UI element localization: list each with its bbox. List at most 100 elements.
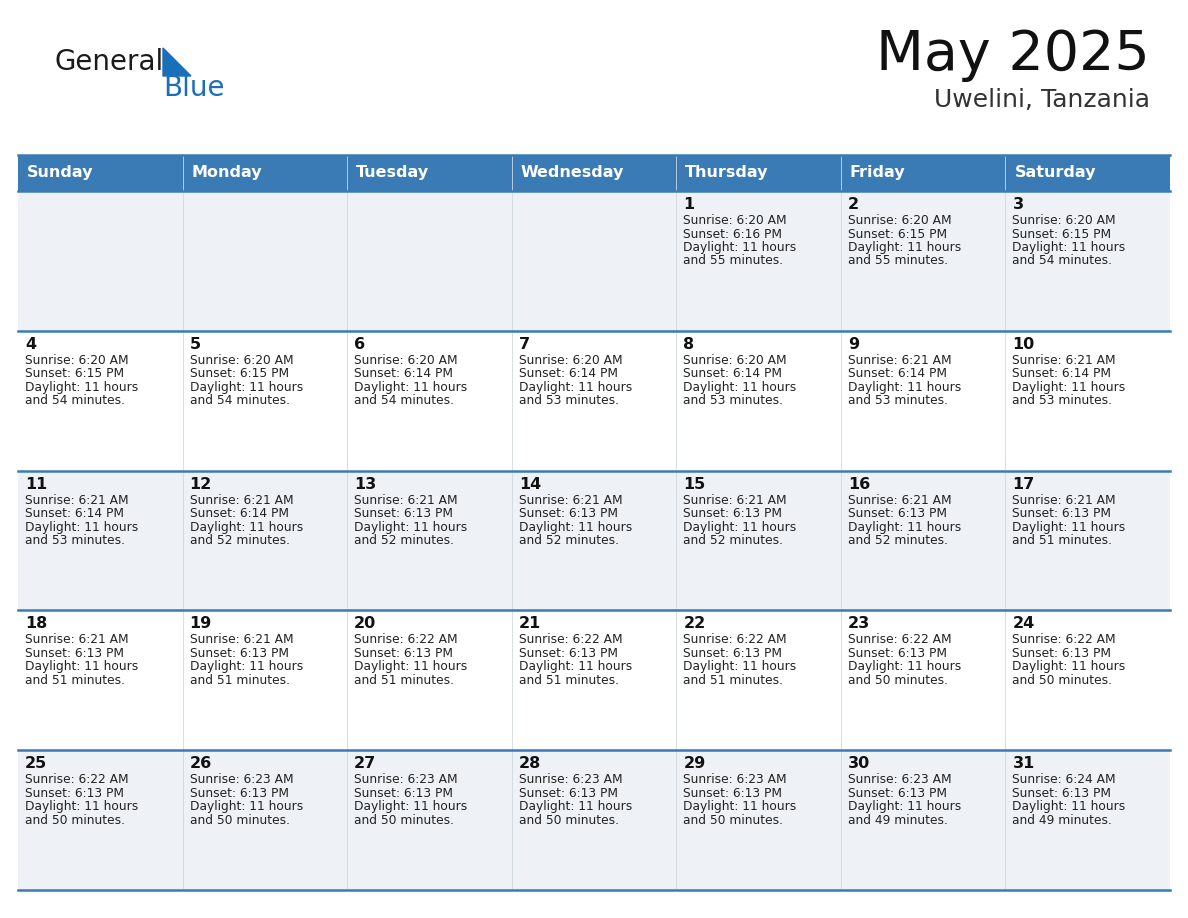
Text: 16: 16 [848, 476, 870, 492]
Text: Daylight: 11 hours: Daylight: 11 hours [1012, 381, 1126, 394]
Text: and 55 minutes.: and 55 minutes. [683, 254, 783, 267]
Text: Sunrise: 6:22 AM: Sunrise: 6:22 AM [519, 633, 623, 646]
Text: Daylight: 11 hours: Daylight: 11 hours [519, 521, 632, 533]
Text: 15: 15 [683, 476, 706, 492]
Text: Sunset: 6:13 PM: Sunset: 6:13 PM [354, 507, 453, 521]
Text: Sunset: 6:14 PM: Sunset: 6:14 PM [25, 507, 124, 521]
Text: Sunset: 6:13 PM: Sunset: 6:13 PM [25, 787, 124, 800]
Text: 9: 9 [848, 337, 859, 352]
Text: and 51 minutes.: and 51 minutes. [1012, 534, 1112, 547]
Text: Sunrise: 6:21 AM: Sunrise: 6:21 AM [354, 494, 457, 507]
Text: Sunrise: 6:22 AM: Sunrise: 6:22 AM [683, 633, 786, 646]
Text: Thursday: Thursday [685, 165, 769, 181]
Text: 13: 13 [354, 476, 377, 492]
Text: and 55 minutes.: and 55 minutes. [848, 254, 948, 267]
Text: Sunday: Sunday [27, 165, 94, 181]
Text: and 51 minutes.: and 51 minutes. [190, 674, 290, 687]
Polygon shape [163, 48, 191, 76]
Text: Sunrise: 6:21 AM: Sunrise: 6:21 AM [683, 494, 786, 507]
Text: 14: 14 [519, 476, 541, 492]
Text: 2: 2 [848, 197, 859, 212]
Text: Sunrise: 6:21 AM: Sunrise: 6:21 AM [1012, 494, 1116, 507]
Text: 20: 20 [354, 616, 377, 632]
Text: Sunset: 6:14 PM: Sunset: 6:14 PM [1012, 367, 1112, 380]
Text: and 51 minutes.: and 51 minutes. [25, 674, 125, 687]
Text: Sunset: 6:13 PM: Sunset: 6:13 PM [1012, 787, 1112, 800]
Text: and 54 minutes.: and 54 minutes. [1012, 254, 1112, 267]
Text: 25: 25 [25, 756, 48, 771]
Text: Sunset: 6:13 PM: Sunset: 6:13 PM [519, 787, 618, 800]
Text: Daylight: 11 hours: Daylight: 11 hours [848, 660, 961, 674]
Text: Daylight: 11 hours: Daylight: 11 hours [354, 521, 467, 533]
Text: Sunset: 6:13 PM: Sunset: 6:13 PM [354, 787, 453, 800]
Text: Daylight: 11 hours: Daylight: 11 hours [683, 521, 796, 533]
Text: 27: 27 [354, 756, 377, 771]
Text: and 52 minutes.: and 52 minutes. [848, 534, 948, 547]
Text: 10: 10 [1012, 337, 1035, 352]
Text: and 50 minutes.: and 50 minutes. [848, 674, 948, 687]
Text: Daylight: 11 hours: Daylight: 11 hours [25, 521, 138, 533]
Text: Blue: Blue [163, 74, 225, 102]
Text: Sunrise: 6:21 AM: Sunrise: 6:21 AM [848, 353, 952, 367]
Text: Daylight: 11 hours: Daylight: 11 hours [519, 800, 632, 813]
Text: Daylight: 11 hours: Daylight: 11 hours [25, 800, 138, 813]
Text: and 52 minutes.: and 52 minutes. [519, 534, 619, 547]
Text: Tuesday: Tuesday [356, 165, 429, 181]
Text: Sunrise: 6:20 AM: Sunrise: 6:20 AM [354, 353, 457, 367]
Text: and 53 minutes.: and 53 minutes. [519, 395, 619, 408]
Text: 11: 11 [25, 476, 48, 492]
Text: Sunset: 6:13 PM: Sunset: 6:13 PM [683, 787, 782, 800]
Text: Sunrise: 6:21 AM: Sunrise: 6:21 AM [25, 633, 128, 646]
Text: Sunrise: 6:22 AM: Sunrise: 6:22 AM [848, 633, 952, 646]
Bar [18, 155, 1170, 191]
Text: and 53 minutes.: and 53 minutes. [683, 395, 783, 408]
Text: Sunset: 6:13 PM: Sunset: 6:13 PM [519, 507, 618, 521]
Text: Sunset: 6:13 PM: Sunset: 6:13 PM [848, 647, 947, 660]
Text: Sunset: 6:15 PM: Sunset: 6:15 PM [848, 228, 947, 241]
Text: Daylight: 11 hours: Daylight: 11 hours [354, 660, 467, 674]
Text: and 49 minutes.: and 49 minutes. [1012, 813, 1112, 827]
Text: Sunset: 6:13 PM: Sunset: 6:13 PM [519, 647, 618, 660]
Text: Daylight: 11 hours: Daylight: 11 hours [354, 800, 467, 813]
Text: Daylight: 11 hours: Daylight: 11 hours [1012, 660, 1126, 674]
Text: Sunset: 6:13 PM: Sunset: 6:13 PM [1012, 647, 1112, 660]
Text: Daylight: 11 hours: Daylight: 11 hours [354, 381, 467, 394]
Text: 21: 21 [519, 616, 541, 632]
Text: Sunrise: 6:23 AM: Sunrise: 6:23 AM [354, 773, 457, 786]
Text: Sunrise: 6:23 AM: Sunrise: 6:23 AM [683, 773, 786, 786]
Text: and 53 minutes.: and 53 minutes. [25, 534, 125, 547]
Text: Sunset: 6:14 PM: Sunset: 6:14 PM [354, 367, 453, 380]
Text: and 51 minutes.: and 51 minutes. [683, 674, 783, 687]
Text: Daylight: 11 hours: Daylight: 11 hours [1012, 800, 1126, 813]
Text: Sunset: 6:15 PM: Sunset: 6:15 PM [1012, 228, 1112, 241]
Text: Daylight: 11 hours: Daylight: 11 hours [190, 521, 303, 533]
Text: and 50 minutes.: and 50 minutes. [683, 813, 783, 827]
Text: Daylight: 11 hours: Daylight: 11 hours [190, 381, 303, 394]
Text: Sunset: 6:14 PM: Sunset: 6:14 PM [519, 367, 618, 380]
Text: Sunset: 6:13 PM: Sunset: 6:13 PM [190, 647, 289, 660]
Text: and 54 minutes.: and 54 minutes. [354, 395, 454, 408]
Text: Wednesday: Wednesday [520, 165, 624, 181]
Text: 19: 19 [190, 616, 211, 632]
Text: Sunrise: 6:20 AM: Sunrise: 6:20 AM [683, 214, 786, 227]
Text: 22: 22 [683, 616, 706, 632]
Text: 12: 12 [190, 476, 211, 492]
Text: Sunrise: 6:23 AM: Sunrise: 6:23 AM [190, 773, 293, 786]
Text: Daylight: 11 hours: Daylight: 11 hours [519, 381, 632, 394]
Text: Sunset: 6:13 PM: Sunset: 6:13 PM [190, 787, 289, 800]
Text: 5: 5 [190, 337, 201, 352]
Text: Sunset: 6:16 PM: Sunset: 6:16 PM [683, 228, 782, 241]
Text: Sunset: 6:14 PM: Sunset: 6:14 PM [190, 507, 289, 521]
Text: and 53 minutes.: and 53 minutes. [848, 395, 948, 408]
Text: Sunset: 6:14 PM: Sunset: 6:14 PM [683, 367, 782, 380]
Text: Sunset: 6:14 PM: Sunset: 6:14 PM [848, 367, 947, 380]
Text: Daylight: 11 hours: Daylight: 11 hours [683, 800, 796, 813]
Text: Daylight: 11 hours: Daylight: 11 hours [190, 660, 303, 674]
Bar [18, 610, 1170, 750]
Text: Daylight: 11 hours: Daylight: 11 hours [848, 381, 961, 394]
Text: 3: 3 [1012, 197, 1024, 212]
Text: Friday: Friday [849, 165, 905, 181]
Text: 29: 29 [683, 756, 706, 771]
Bar [18, 191, 1170, 330]
Text: Sunset: 6:13 PM: Sunset: 6:13 PM [25, 647, 124, 660]
